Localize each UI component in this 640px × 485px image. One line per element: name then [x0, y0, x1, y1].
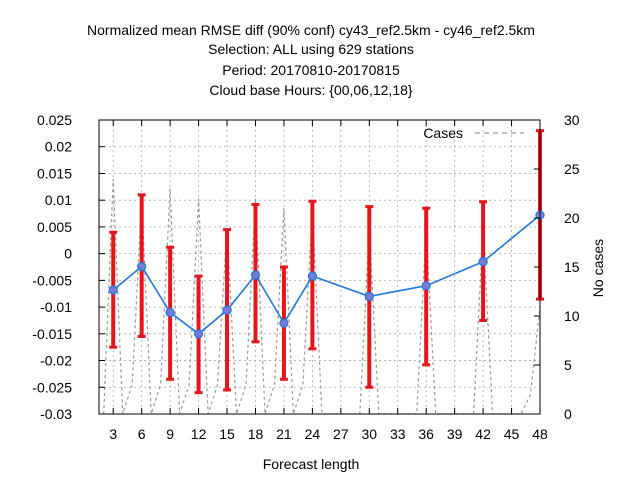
- x-tick-label: 18: [248, 426, 264, 442]
- title-line-2: Selection: ALL using 629 stations: [208, 41, 414, 57]
- title-line-4: Cloud base Hours: {00,06,12,18}: [209, 82, 412, 98]
- x-tick-label: 9: [166, 426, 174, 442]
- data-point: [250, 270, 261, 280]
- data-point: [222, 305, 232, 315]
- mean-diff-line: [112, 214, 541, 335]
- axis-ticks: 3 6 9 12 15 18 21 24 27 30 33 36 39 42 45 480.0250.020.…: [32, 112, 579, 442]
- y-tick-label: -0.01: [40, 299, 72, 315]
- x-tick-label: 45: [504, 426, 520, 442]
- y2-tick-label: 0: [564, 406, 572, 422]
- x-tick-label: 6: [138, 426, 146, 442]
- data-point: [364, 291, 374, 301]
- y-tick-label: -0.005: [32, 272, 72, 288]
- y-tick-label: 0.025: [37, 112, 72, 128]
- x-axis-label: Forecast length: [263, 456, 360, 472]
- x-tick-label: 12: [191, 426, 207, 442]
- x-tick-label: 27: [333, 426, 349, 442]
- y2-tick-label: 25: [564, 161, 580, 177]
- y-tick-label: -0.015: [32, 326, 72, 342]
- data-point: [279, 318, 289, 328]
- chart-title: Normalized mean RMSE diff (90% conf) cy4…: [87, 22, 535, 98]
- data-point: [165, 307, 175, 318]
- x-tick-label: 3: [109, 426, 117, 442]
- y2-tick-label: 30: [564, 112, 580, 128]
- x-tick-label: 15: [219, 426, 235, 442]
- x-tick-label: 24: [305, 426, 321, 442]
- y2-tick-label: 20: [564, 210, 580, 226]
- x-tick-label: 36: [418, 426, 434, 442]
- y-tick-label: 0.015: [37, 165, 72, 181]
- y-tick-label: -0.025: [32, 379, 72, 395]
- data-point: [478, 257, 488, 267]
- x-tick-label: 33: [390, 426, 406, 442]
- y-tick-label: 0.01: [45, 192, 72, 208]
- data-point: [421, 281, 431, 291]
- title-line-3: Period: 20170810-20170815: [222, 62, 400, 78]
- y-tick-label: 0.02: [45, 139, 72, 155]
- data-point: [193, 329, 204, 339]
- y-tick-label: -0.02: [40, 353, 72, 369]
- legend: Cases: [423, 125, 524, 141]
- data-point: [307, 271, 317, 281]
- y2-tick-label: 15: [564, 259, 580, 275]
- y2-tick-label: 10: [564, 308, 580, 324]
- y2-axis-label: No cases: [590, 239, 606, 297]
- y-tick-label: 0: [64, 246, 72, 262]
- x-tick-label: 48: [532, 426, 548, 442]
- y-tick-label: -0.03: [40, 406, 72, 422]
- data-point: [137, 261, 147, 272]
- x-tick-label: 21: [276, 426, 292, 442]
- title-line-1: Normalized mean RMSE diff (90% conf) cy4…: [87, 22, 535, 38]
- mean-diff-series: [108, 210, 545, 339]
- x-tick-label: 30: [362, 426, 378, 442]
- x-tick-label: 39: [447, 426, 463, 442]
- legend-label-cases: Cases: [423, 125, 463, 141]
- data-point: [108, 285, 118, 295]
- x-tick-label: 42: [475, 426, 491, 442]
- y-tick-label: 0.005: [37, 219, 72, 235]
- y2-tick-label: 5: [564, 357, 572, 373]
